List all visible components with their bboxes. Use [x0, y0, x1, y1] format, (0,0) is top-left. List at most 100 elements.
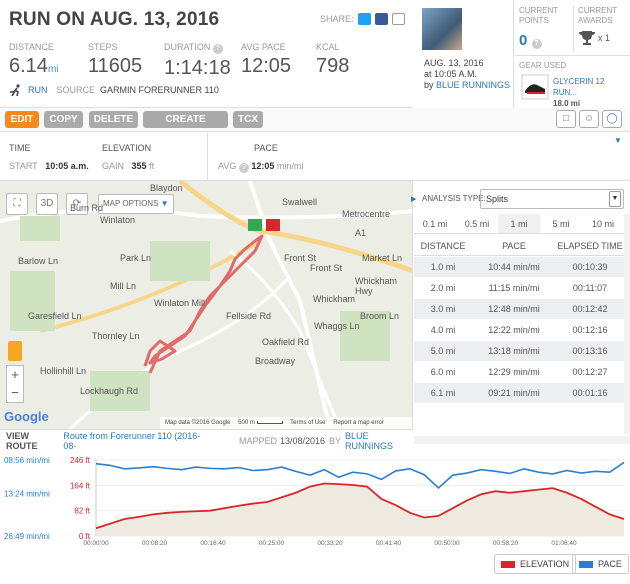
avg-unit: min/mi	[276, 161, 304, 171]
activity-date: AUG. 13, 2016	[424, 58, 484, 68]
place-label: Burn Rd	[70, 203, 104, 213]
elevation-tick-label: 0 ft	[79, 532, 91, 541]
activity-type-link[interactable]: RUN	[28, 85, 48, 95]
expand-panel-icon[interactable]: ▶	[411, 196, 417, 203]
time-label: TIME	[9, 143, 31, 153]
gear-name-link[interactable]: GLYCERIN 12 RUN...	[553, 77, 605, 97]
tcx-button[interactable]: TCX	[233, 111, 263, 128]
time-block: TIME START 10:05 a.m.	[9, 143, 89, 171]
analysis-type-label: ANALYSIS TYPE:	[422, 194, 486, 203]
rotate-icon[interactable]: ⟳	[66, 193, 88, 215]
x-tick-label: 00:58:20	[493, 540, 519, 547]
vertical-scrollbar[interactable]	[624, 214, 630, 434]
running-person-icon	[10, 84, 20, 96]
zoom-in-button[interactable]: +	[11, 367, 19, 382]
facebook-icon[interactable]	[374, 13, 388, 25]
user-link[interactable]: BLUE RUNNINGS	[436, 80, 511, 90]
horizontal-scrollbar[interactable]	[414, 436, 630, 444]
terms-link[interactable]: Terms of Use	[290, 420, 326, 426]
3d-view-icon[interactable]: 3D	[36, 193, 58, 215]
source-value: GARMIN FORERUNNER 110	[100, 85, 219, 95]
place-label: Whaggs Ln	[314, 321, 360, 331]
tab-0-5-mi[interactable]: 0.5 mi	[464, 219, 490, 229]
analysis-type-select[interactable]: Splits ▼	[480, 189, 624, 209]
divider	[207, 133, 208, 181]
gain-unit: ft	[149, 161, 155, 171]
table-row: 2.0 mi 11:15 min/mi 00:11:07	[414, 278, 624, 299]
x-tick-label: 01:06:40	[551, 540, 577, 547]
stat-label: STEPS	[88, 42, 118, 52]
place-label: Whickham	[313, 294, 356, 304]
pace-label: PACE	[254, 143, 278, 153]
map-options-button[interactable]: MAP OPTIONS ▼	[98, 194, 174, 214]
collapse-icon[interactable]: ▼	[614, 136, 622, 145]
tab-5-mi[interactable]: 5 mi	[552, 219, 570, 229]
source-row: RUN SOURCE GARMIN FORERUNNER 110	[9, 84, 219, 96]
distance-unit: mi	[47, 64, 59, 75]
tab-10-mi[interactable]: 10 mi	[591, 219, 614, 229]
edit-button[interactable]: EDIT	[5, 111, 39, 128]
view-route-bar: VIEW ROUTE Route from Forerunner 110 (20…	[0, 429, 413, 451]
split-distance: 2.0 mi	[430, 283, 456, 293]
steps-value: 11605	[88, 55, 143, 77]
activity-header: RUN ON AUG. 13, 2016 SHARE: DISTANCE 6.1…	[0, 0, 412, 108]
elevation-legend-button[interactable]: ELEVATION	[494, 554, 577, 574]
place-label: Metrocentre	[342, 209, 391, 219]
help-icon[interactable]: ?	[531, 39, 542, 49]
profile-photo[interactable]	[422, 8, 462, 50]
help-icon[interactable]: ?	[212, 44, 223, 54]
avg-value: 12:05	[251, 161, 275, 171]
start-marker-icon[interactable]	[248, 219, 262, 231]
report-error-link[interactable]: Report a map error	[333, 420, 384, 426]
tab-1-mi[interactable]: 1 mi	[498, 214, 540, 233]
pace-series-line	[95, 461, 625, 489]
pace-legend-button[interactable]: PACE	[572, 554, 629, 574]
friends-icon[interactable]: ☺	[579, 110, 599, 128]
fullscreen-icon[interactable]: ⛶	[6, 193, 28, 215]
elevation-legend-label: ELEVATION	[520, 559, 570, 569]
gear-label: GEAR USED	[519, 61, 567, 70]
delete-button[interactable]: DELETE	[89, 111, 138, 128]
split-pace: 10:44 min/mi	[488, 262, 540, 272]
mapped-date: 13/08/2016	[279, 435, 326, 446]
table-row: 5.0 mi 13:18 min/mi 00:13:16	[414, 341, 624, 362]
place-label: Garesfield Ln	[28, 311, 82, 321]
place-label: Front St	[310, 263, 343, 273]
help-icon[interactable]: ?	[238, 163, 249, 173]
split-elapsed: 00:11:07	[572, 283, 608, 293]
twitter-icon[interactable]	[357, 13, 371, 25]
split-distance: 4.0 mi	[430, 325, 456, 335]
create-course-button[interactable]: CREATE COURSE	[143, 111, 228, 142]
street-view-icon[interactable]	[8, 341, 22, 361]
chevron-down-icon: ▼	[609, 191, 621, 207]
profile-panel: AUG. 13, 2016 at 10:05 A.M. by BLUE RUNN…	[414, 0, 514, 108]
place-label: A1	[355, 228, 367, 238]
zoom-out-button[interactable]: −	[11, 385, 19, 400]
route-map[interactable]: ⛶ 3D ⟳ MAP OPTIONS ▼ Winlaton Swalwell M…	[0, 181, 413, 429]
finish-marker-icon[interactable]	[266, 219, 280, 231]
lock-icon[interactable]: □	[556, 110, 576, 128]
split-pace: 11:15 min/mi	[488, 283, 540, 293]
email-icon[interactable]	[391, 13, 405, 25]
elevation-pace-chart[interactable]: 246 ft 164 ft 82 ft 0 ft 08:56 min/mi 13:24 m…	[0, 452, 630, 584]
elevation-block: ELEVATION GAIN 355 ft	[102, 143, 154, 171]
x-tick-label: 00:08:20	[142, 540, 168, 547]
route-name-link[interactable]: Route from Forerunner 110 (2016-08-	[63, 430, 201, 451]
place-label: Lockhaugh Rd	[80, 386, 139, 396]
place-label: Broadway	[255, 356, 296, 366]
globe-icon[interactable]: ◯	[602, 110, 622, 128]
map-scale: 500 m	[238, 420, 255, 426]
mapped-by-user-link[interactable]: BLUE RUNNINGS	[345, 430, 394, 451]
current-awards-label: CURRENT AWARDS	[578, 6, 617, 25]
duration-label: DURATION	[164, 42, 211, 52]
split-elapsed: 00:12:16	[572, 325, 608, 335]
pace-tick-label: 26:49 min/mi	[4, 532, 50, 541]
place-label: Blaydon	[150, 183, 183, 193]
split-elapsed: 00:13:16	[572, 346, 608, 356]
split-distance: 3.0 mi	[430, 304, 456, 314]
stat-distance: DISTANCE 6.14mi	[9, 42, 59, 78]
shoe-image[interactable]	[521, 74, 549, 100]
table-row: 6.0 mi 12:29 min/mi 00:12:27	[414, 362, 624, 383]
tab-0-1-mi[interactable]: 0.1 mi	[422, 219, 448, 229]
copy-button[interactable]: COPY	[44, 111, 83, 128]
